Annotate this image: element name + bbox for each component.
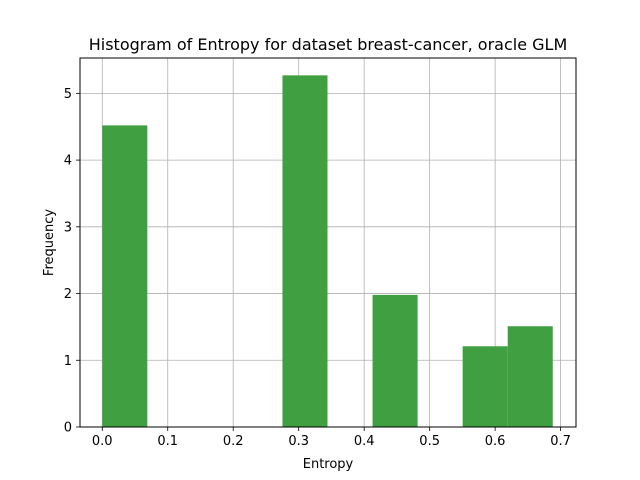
y-tick-label: 2 (64, 287, 72, 302)
histogram-bar (372, 294, 418, 427)
y-tick-label: 5 (64, 87, 72, 102)
y-tick-label: 4 (64, 154, 72, 169)
x-tick-label: 0.0 (92, 434, 113, 449)
plot-frame (79, 57, 577, 428)
x-tick-label: 0.1 (157, 434, 178, 449)
histogram-bar (462, 346, 508, 427)
x-tick-label: 0.5 (419, 434, 440, 449)
y-tick-label: 1 (64, 354, 72, 369)
y-tick-label: 0 (64, 421, 72, 436)
x-tick-label: 0.2 (223, 434, 244, 449)
x-tick-label: 0.3 (288, 434, 309, 449)
axis-ticks: 0.0 0.1 0.2 0.3 0.4 0.5 0.6 0.7 0 1 2 3 4 5 (64, 87, 571, 449)
x-axis-title: Entropy (303, 457, 354, 472)
histogram-bars (102, 75, 553, 428)
histogram-bar (282, 75, 328, 428)
y-axis-title: Frequency (42, 209, 57, 276)
histogram-bar (507, 326, 553, 427)
y-tick-label: 3 (64, 220, 72, 235)
x-tick-label: 0.4 (354, 434, 375, 449)
x-tick-label: 0.6 (485, 434, 506, 449)
histogram-bar (102, 125, 148, 427)
chart-title: Histogram of Entropy for dataset breast-… (89, 35, 568, 54)
x-tick-label: 0.7 (550, 434, 571, 449)
